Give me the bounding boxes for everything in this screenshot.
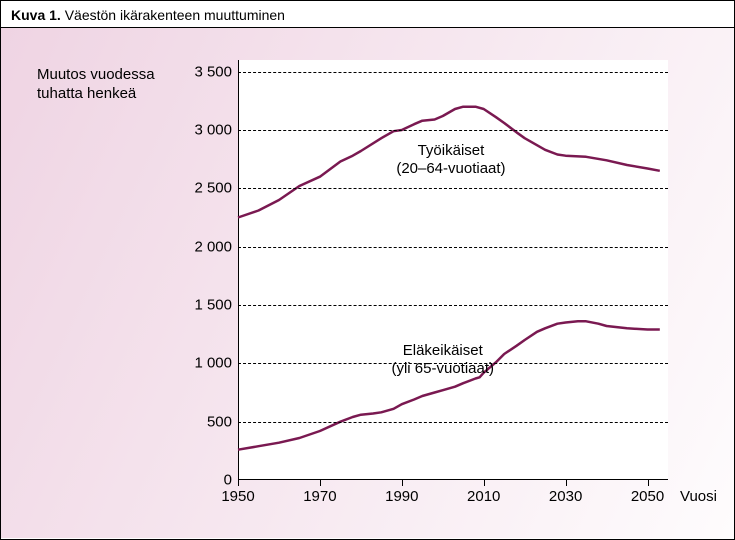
x-tick-label: 1990 (385, 488, 418, 505)
y-tick-label: 1 500 (194, 297, 232, 314)
chart-area: Muutos vuodessatuhatta henkeä 05001 0001… (1, 28, 734, 538)
grid-line (238, 130, 668, 131)
x-tick-label: 2010 (467, 488, 500, 505)
grid-line (238, 72, 668, 73)
figure-container: Kuva 1. Väestön ikärakenteen muuttuminen… (0, 0, 735, 540)
x-tick-label: 1970 (303, 488, 336, 505)
grid-line (238, 422, 668, 423)
grid-line (238, 188, 668, 189)
series-label: Työikäiset(20–64-vuotiaat) (396, 142, 505, 178)
figure-caption: Kuva 1. Väestön ikärakenteen muuttuminen (1, 1, 734, 28)
x-tick (320, 480, 321, 486)
y-tick-label: 0 (224, 472, 232, 489)
y-tick-label: 3 000 (194, 122, 232, 139)
y-axis-title: Muutos vuodessatuhatta henkeä (37, 66, 155, 104)
caption-text: Väestön ikärakenteen muuttuminen (65, 7, 285, 23)
x-tick-label: 2050 (631, 488, 664, 505)
x-tick-label: 2030 (549, 488, 582, 505)
x-tick (484, 480, 485, 486)
y-tick-label: 2 500 (194, 180, 232, 197)
y-tick-label: 1 000 (194, 355, 232, 372)
series-line (238, 321, 660, 449)
y-tick-label: 500 (207, 413, 232, 430)
grid-line (238, 247, 668, 248)
x-tick (402, 480, 403, 486)
caption-prefix: Kuva 1. (11, 7, 61, 23)
y-tick-label: 3 500 (194, 63, 232, 80)
x-tick (648, 480, 649, 486)
line-series-svg (238, 60, 668, 480)
plot-area: 05001 0001 5002 0002 5003 0003 500195019… (238, 60, 668, 480)
series-label: Eläkeikäiset(yli 65-vuotiaat) (391, 342, 494, 378)
y-tick-label: 2 000 (194, 238, 232, 255)
x-axis-title: Vuosi (680, 488, 717, 505)
x-tick-label: 1950 (221, 488, 254, 505)
grid-line (238, 305, 668, 306)
x-tick (566, 480, 567, 486)
x-tick (238, 480, 239, 486)
